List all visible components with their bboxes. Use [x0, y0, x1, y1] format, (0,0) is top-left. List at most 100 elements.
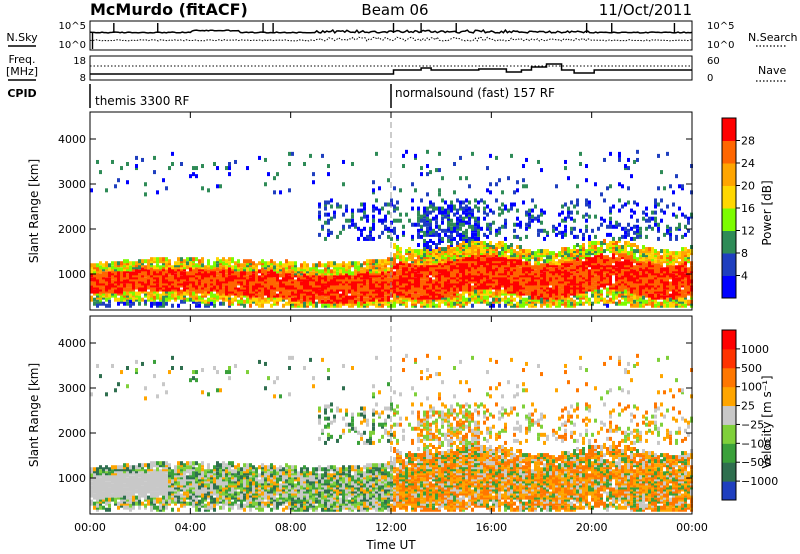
power-cell — [126, 273, 129, 278]
power-cell — [138, 281, 141, 286]
power-cell — [561, 259, 564, 264]
power-cell — [681, 247, 684, 252]
power-cell — [633, 287, 636, 292]
power-cell — [375, 289, 378, 294]
power-cell — [540, 275, 543, 280]
power-cell — [111, 159, 114, 164]
power-cell — [219, 184, 222, 189]
power-cell — [351, 277, 354, 282]
power-cell — [213, 285, 216, 290]
power-cell — [336, 291, 339, 296]
power-cell — [240, 275, 243, 280]
power-cell — [555, 279, 558, 284]
power-cell — [399, 255, 402, 260]
power-cell — [414, 155, 417, 160]
power-cell — [462, 287, 465, 292]
power-cell — [411, 293, 414, 298]
power-cell — [501, 271, 504, 276]
power-cell — [273, 287, 276, 292]
power-cell — [336, 263, 339, 268]
power-cell — [348, 295, 351, 300]
power-cell — [450, 255, 453, 260]
power-cell — [285, 301, 288, 306]
power-cell — [414, 267, 417, 272]
power-cell — [402, 269, 405, 274]
power-cell — [192, 297, 195, 302]
power-cell — [642, 253, 645, 258]
power-cell — [513, 234, 516, 239]
power-cell — [405, 249, 408, 254]
power-cell — [396, 218, 399, 223]
power-cell — [669, 283, 672, 288]
power-cell — [528, 275, 531, 280]
power-cell — [300, 275, 303, 280]
power-cell — [306, 285, 309, 290]
power-cell — [456, 295, 459, 300]
power-cell — [336, 285, 339, 290]
power-cell — [180, 277, 183, 282]
power-cell — [594, 291, 597, 296]
power-cell — [666, 277, 669, 282]
power-cell — [354, 285, 357, 290]
power-cell — [531, 208, 534, 213]
power-cell — [162, 295, 165, 300]
power-cell — [138, 297, 141, 302]
power-cell — [99, 277, 102, 282]
power-cell — [180, 259, 183, 264]
power-cell — [525, 275, 528, 280]
power-cell — [492, 273, 495, 278]
power-cell — [204, 301, 207, 306]
power-cell — [393, 230, 396, 235]
power-cell — [225, 166, 228, 171]
power-cell — [285, 269, 288, 274]
power-cell — [291, 267, 294, 272]
power-cell — [447, 261, 450, 266]
power-cell — [561, 251, 564, 256]
power-cell — [117, 267, 120, 272]
power-cell — [171, 279, 174, 284]
power-cell — [336, 299, 339, 304]
power-cell — [591, 228, 594, 233]
power-cell — [561, 297, 564, 302]
power-cell — [366, 214, 369, 219]
power-cell — [504, 249, 507, 254]
power-cell — [648, 263, 651, 268]
power-cell — [456, 289, 459, 294]
power-cell — [459, 275, 462, 280]
power-cell — [396, 275, 399, 280]
power-cell — [414, 249, 417, 254]
power-cell — [402, 271, 405, 276]
power-cell — [96, 275, 99, 280]
power-cell — [384, 289, 387, 294]
power-cell — [201, 273, 204, 278]
power-cell — [438, 249, 441, 254]
power-cell — [219, 291, 222, 296]
power-cell — [414, 281, 417, 286]
power-cell — [459, 206, 462, 211]
power-cell — [222, 297, 225, 302]
power-cell — [504, 283, 507, 288]
power-cell — [498, 283, 501, 288]
power-cell — [387, 234, 390, 239]
power-cell — [660, 208, 663, 213]
power-cell — [648, 285, 651, 290]
power-cell — [432, 263, 435, 268]
power-cell — [435, 216, 438, 221]
power-cell — [201, 259, 204, 264]
power-cell — [615, 285, 618, 290]
power-cell — [402, 265, 405, 270]
power-cell — [90, 285, 93, 290]
power-cell — [525, 281, 528, 286]
power-cell — [522, 253, 525, 258]
power-cell — [324, 281, 327, 286]
power-cell — [417, 289, 420, 294]
power-cell — [567, 295, 570, 300]
power-cell — [420, 224, 423, 229]
power-cell — [408, 218, 411, 223]
power-cell — [171, 162, 174, 166]
power-cell — [642, 269, 645, 274]
power-cell — [408, 295, 411, 300]
power-cell — [219, 269, 222, 274]
power-cell — [621, 301, 624, 306]
